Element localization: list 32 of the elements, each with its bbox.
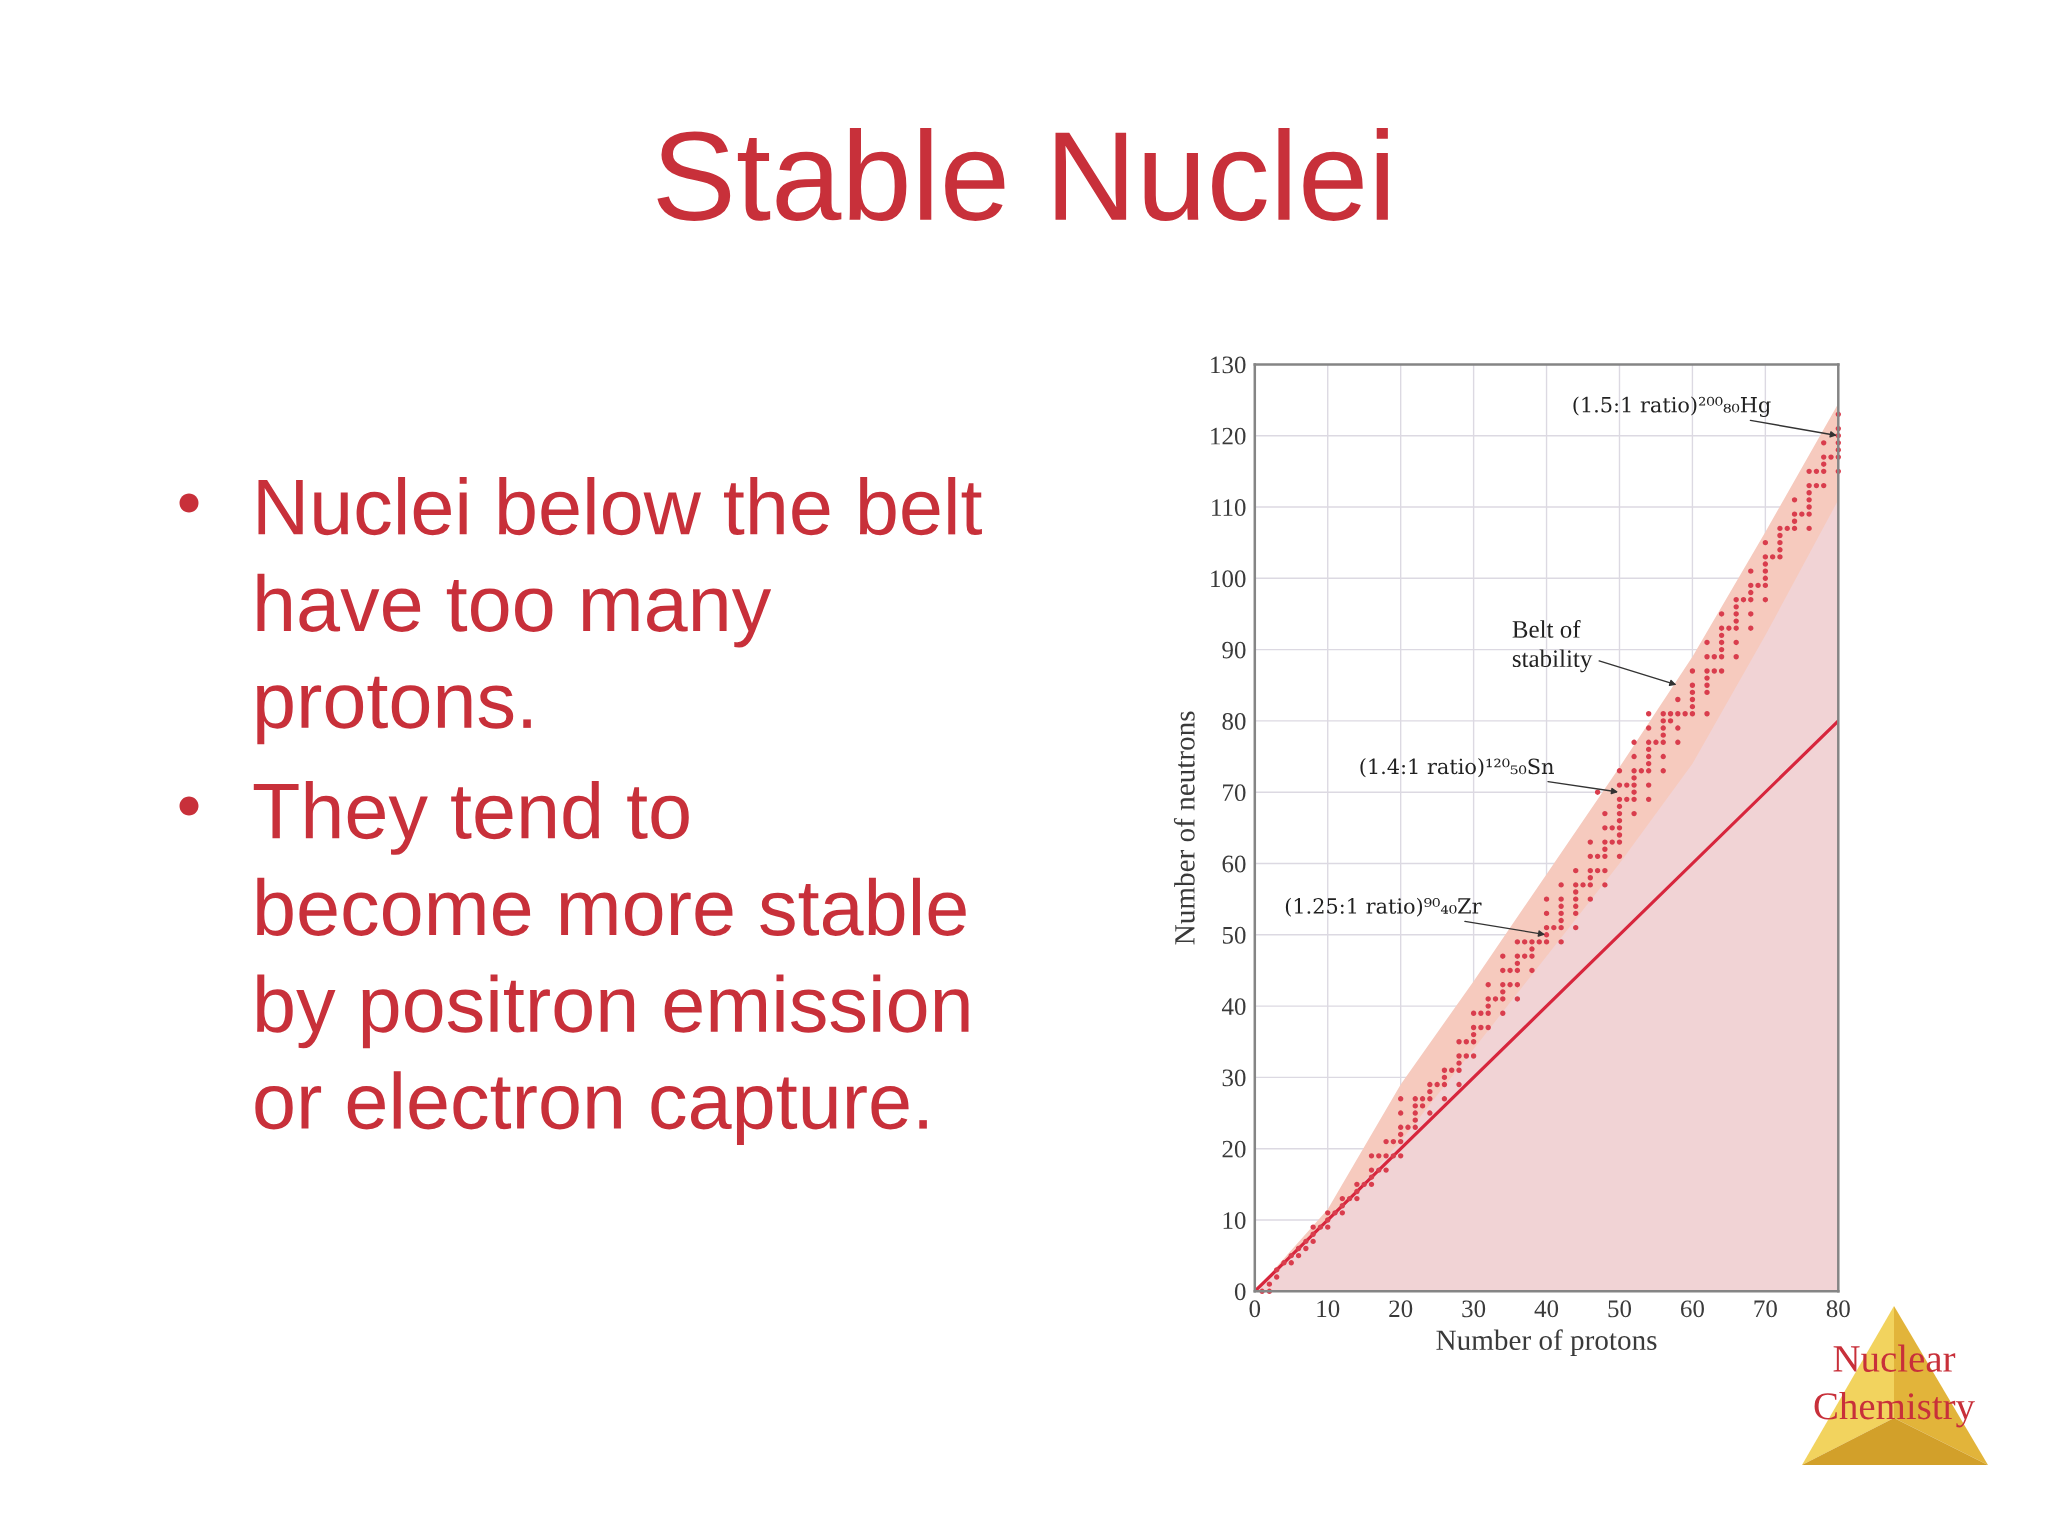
x-tick-label: 60	[1681, 1300, 1704, 1318]
y-tick-label: 20	[1222, 1140, 1246, 1158]
x-tick-label: 20	[1389, 1300, 1413, 1318]
annotation: (1.25:1 ratio)⁹⁰₄₀Zr	[1285, 897, 1482, 917]
y-tick-label: 70	[1223, 784, 1246, 802]
x-tick-label: 80	[1826, 1300, 1850, 1318]
y-tick-label: 90	[1222, 641, 1246, 659]
y-tick-label: 50	[1222, 926, 1246, 944]
annotation: (1.4:1 ratio)¹²⁰₅₀Sn	[1360, 758, 1554, 778]
y-tick-label: 60	[1222, 855, 1246, 873]
y-tick-label: 100	[1211, 570, 1246, 588]
y-tick-label: 30	[1222, 1069, 1246, 1087]
x-tick-label: 50	[1608, 1300, 1632, 1318]
annotation: (1.5:1 ratio)²⁰⁰₈₀Hg	[1573, 396, 1771, 417]
y-tick-label: 80	[1222, 712, 1246, 730]
y-axis-title: Number of neutrons	[1173, 711, 1195, 945]
x-tick-label: 40	[1534, 1300, 1559, 1318]
annotation: Belt of stability	[1512, 619, 1593, 673]
x-tick-label: 10	[1317, 1300, 1340, 1318]
y-tick-label: 120	[1211, 427, 1246, 445]
y-tick-label: 40	[1221, 998, 1246, 1016]
x-tick-label: 30	[1462, 1300, 1486, 1318]
x-tick-label: 70	[1754, 1300, 1777, 1318]
y-tick-label: 10	[1223, 1212, 1246, 1229]
y-tick-label: 130	[1211, 356, 1246, 374]
text: They tend to become more stable by positron emission or electron capture.	[253, 781, 969, 1146]
x-axis-title: Number of protons	[1436, 1329, 1657, 1356]
text: Nuclei below the belt have too many protons.	[257, 477, 982, 745]
chart-title: Stable Nuclei	[657, 128, 1388, 221]
x-tick-label: 0	[1249, 1300, 1261, 1318]
y-tick-label: 0	[1234, 1283, 1246, 1301]
y-tick-label: 110	[1212, 499, 1246, 516]
